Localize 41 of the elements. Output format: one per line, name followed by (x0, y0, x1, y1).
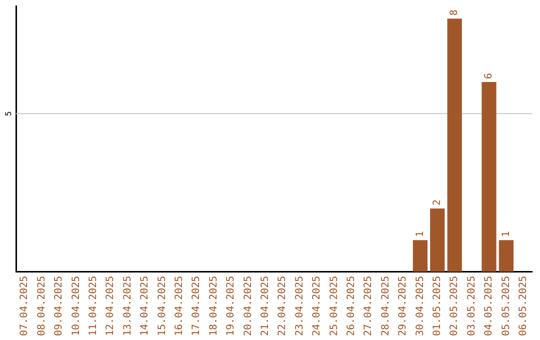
x-tick-label: 24.04.2025 (312, 276, 323, 336)
x-tick-label: 12.04.2025 (105, 276, 116, 336)
x-tick-label: 04.05.2025 (484, 276, 495, 336)
x-tick-label: 23.04.2025 (294, 276, 306, 336)
x-tick-label: 09.04.2025 (54, 276, 65, 336)
x-tick-label: 20.04.2025 (242, 276, 254, 336)
x-tick-label: 22.04.2025 (277, 276, 288, 336)
x-tick-label: 29.04.2025 (398, 276, 409, 336)
bar (482, 82, 496, 272)
x-tick-label: 08.04.2025 (36, 276, 48, 336)
x-tick-label: 26.04.2025 (346, 276, 357, 336)
x-tick-label: 10.04.2025 (70, 276, 82, 336)
bar (498, 240, 514, 272)
ref-line-label: 5 (4, 111, 14, 116)
x-tick-label: 15.04.2025 (156, 276, 168, 336)
x-tick-label: 27.04.2025 (363, 276, 374, 336)
x-tick-label: 17.04.2025 (191, 276, 202, 336)
x-tick-label: 19.04.2025 (226, 276, 237, 336)
x-tick-label: 16.04.2025 (174, 276, 185, 336)
data-label: 1 (414, 231, 426, 238)
x-tick-label: 07.04.2025 (19, 276, 30, 336)
x-tick-label: 21.04.2025 (260, 276, 271, 336)
x-tick-label: 13.04.2025 (122, 276, 134, 336)
data-label: 8 (449, 10, 460, 16)
x-tick-label: 30.04.2025 (414, 276, 426, 336)
data-label: 1 (500, 231, 512, 238)
x-tick-label: 11.04.2025 (88, 276, 99, 336)
x-tick-label: 14.04.2025 (140, 276, 151, 336)
bar (430, 208, 445, 272)
x-tick-label: 18.04.2025 (208, 276, 220, 336)
x-tick-label: 06.05.2025 (518, 276, 529, 336)
x-tick-label: 03.05.2025 (466, 276, 478, 336)
x-tick-label: 01.05.2025 (432, 276, 443, 336)
data-label: 2 (432, 199, 443, 206)
bar (447, 18, 462, 272)
x-tick-label: 05.05.2025 (500, 276, 512, 336)
x-tick-label: 02.05.2025 (449, 276, 460, 336)
bar (412, 240, 428, 272)
x-tick-label: 25.04.2025 (328, 276, 340, 336)
data-label: 6 (484, 72, 495, 79)
x-tick-label: 28.04.2025 (380, 276, 392, 336)
